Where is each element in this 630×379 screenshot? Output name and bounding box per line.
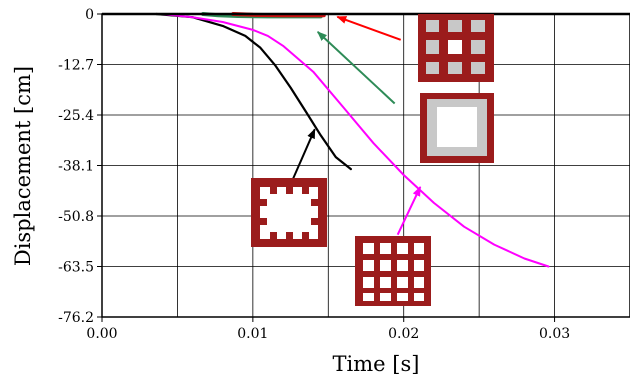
- annotation-arrow: [336, 15, 402, 41]
- annotation-arrow: [291, 128, 316, 182]
- arrows-group: [291, 15, 422, 236]
- x-tick-label: 0.01: [237, 326, 268, 342]
- y-axis-title: Displacement [cm]: [11, 66, 35, 266]
- series-line: [161, 13, 550, 268]
- series-line: [155, 12, 352, 171]
- annotation-arrow: [396, 186, 422, 236]
- section-notched-box-icon: [251, 178, 327, 247]
- y-tick-label: -63.5: [58, 260, 94, 276]
- x-axis-title: Time [s]: [333, 352, 420, 376]
- x-tick-label: 0.02: [388, 326, 419, 342]
- y-tick-label: 0: [85, 7, 94, 23]
- y-tick-label: -12.7: [58, 58, 94, 74]
- section-4x4-grid-icon: [355, 236, 431, 306]
- x-tick-label: 0.00: [86, 326, 117, 342]
- y-tick-label: -50.8: [58, 209, 94, 225]
- y-tick-label: -25.4: [58, 108, 94, 124]
- section-3x3-grid-hollow-center-icon: [418, 14, 494, 82]
- annotation-arrow: [316, 31, 396, 105]
- x-tick-label: 0.03: [539, 326, 570, 342]
- section-hollow-box-icon: [420, 93, 494, 163]
- y-tick-label: -38.1: [58, 159, 94, 175]
- ticks-group: 0.00 0.01 0.02 0.03 0 -12.7 -25.4 -38.1 -50.8 -63…: [58, 7, 570, 342]
- y-tick-label: -76.2: [58, 310, 94, 326]
